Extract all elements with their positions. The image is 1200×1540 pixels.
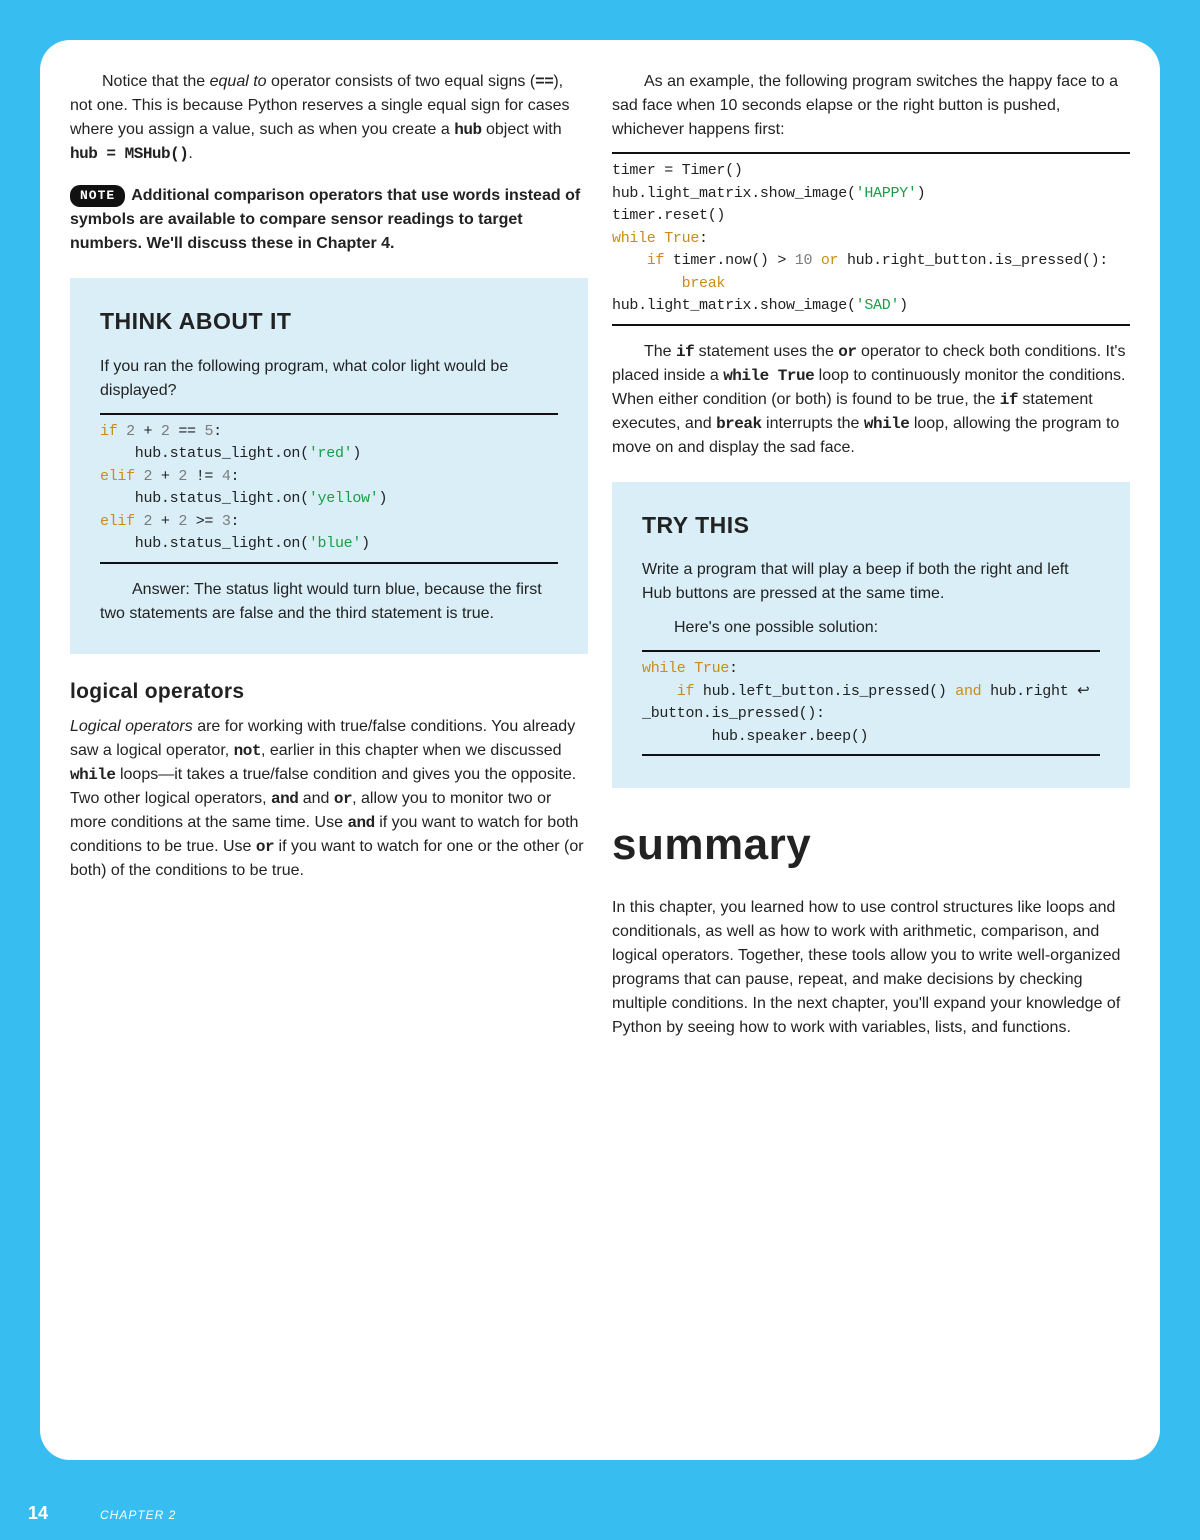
note-row: NOTEAdditional comparison operators that… <box>70 184 588 256</box>
think-title: THINK ABOUT IT <box>100 304 558 339</box>
try-title: TRY THIS <box>642 508 1100 543</box>
paragraph-equal-to: Notice that the equal to operator consis… <box>70 70 588 166</box>
page-content: Notice that the equal to operator consis… <box>40 40 1160 1460</box>
note-pill: NOTE <box>70 185 125 207</box>
try-code: while True: if hub.left_button.is_presse… <box>642 650 1100 756</box>
summary-heading: summary <box>612 812 1130 878</box>
summary-text: In this chapter, you learned how to use … <box>612 896 1130 1040</box>
or-explanation: The if statement uses the or operator to… <box>612 340 1130 460</box>
page-footer: 14 CHAPTER 2 <box>0 1490 1200 1540</box>
think-about-it-box: THINK ABOUT IT If you ran the following … <box>70 278 588 654</box>
example-intro: As an example, the following program swi… <box>612 70 1130 142</box>
note-text: Additional comparison operators that use… <box>70 187 580 252</box>
chapter-label: CHAPTER 2 <box>100 1508 176 1522</box>
try-prompt: Write a program that will play a beep if… <box>642 558 1100 606</box>
try-solution-label: Here's one possible solution: <box>642 616 1100 640</box>
timer-code: timer = Timer() hub.light_matrix.show_im… <box>612 152 1130 326</box>
think-code: if 2 + 2 == 5: hub.status_light.on('red'… <box>100 413 558 564</box>
logical-operators-paragraph: Logical operators are for working with t… <box>70 715 588 883</box>
try-this-box: TRY THIS Write a program that will play … <box>612 482 1130 789</box>
think-prompt: If you ran the following program, what c… <box>100 355 558 403</box>
logical-operators-heading: logical operators <box>70 676 588 708</box>
page-number: 14 <box>28 1503 48 1524</box>
think-answer: Answer: The status light would turn blue… <box>100 578 558 626</box>
